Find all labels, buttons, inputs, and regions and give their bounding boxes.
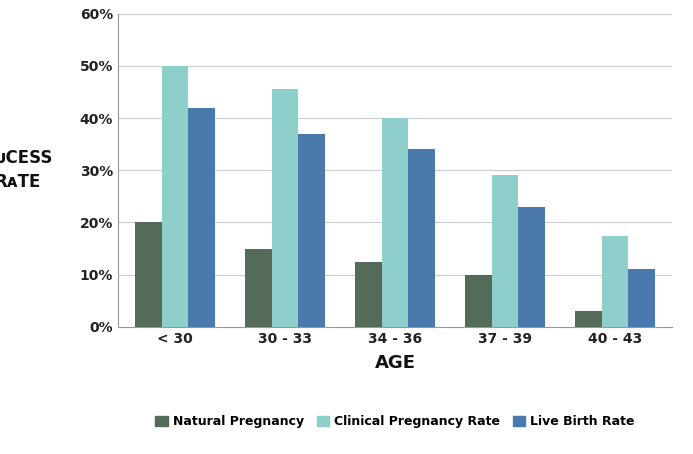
Bar [245, 248, 272, 327]
Bar [575, 311, 602, 327]
Bar [188, 108, 215, 327]
Bar [602, 236, 629, 327]
Bar [408, 149, 435, 327]
Bar [492, 175, 518, 327]
Bar [298, 133, 324, 327]
Bar [272, 89, 298, 327]
Bar [356, 262, 382, 327]
Text: SᴜCESS
RᴀTE: SᴜCESS RᴀTE [0, 149, 53, 191]
Bar [382, 118, 408, 327]
Bar [161, 66, 188, 327]
Legend: Natural Pregnancy, Clinical Pregnancy Rate, Live Birth Rate: Natural Pregnancy, Clinical Pregnancy Ra… [150, 410, 640, 434]
Bar [135, 222, 161, 327]
Bar [629, 269, 655, 327]
X-axis label: AGE: AGE [374, 354, 416, 372]
Bar [466, 275, 492, 327]
Bar [518, 207, 545, 327]
